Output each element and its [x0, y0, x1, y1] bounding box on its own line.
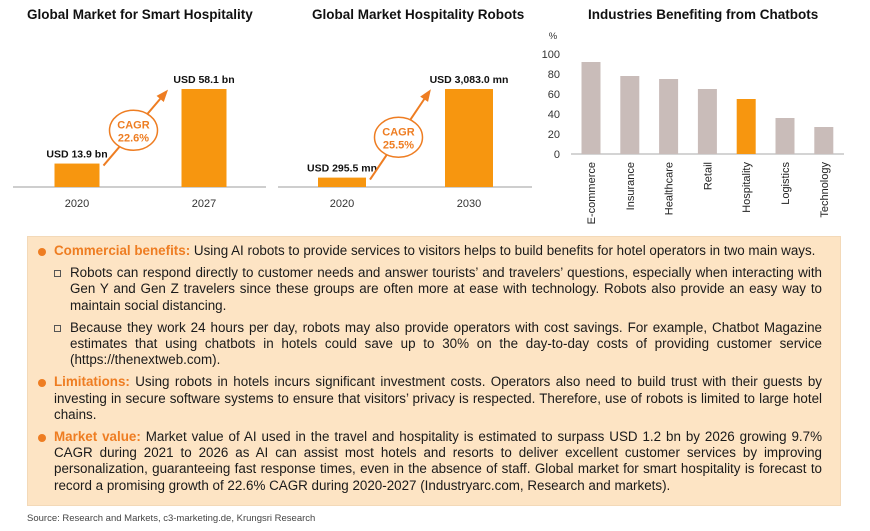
bullet-market-value: Market value: Market value of AI used in… — [38, 429, 822, 494]
chart3-title: Industries Benefiting from Chatbots — [588, 7, 819, 22]
bar — [445, 89, 493, 187]
bullet-dot-icon — [38, 434, 46, 443]
x-tick-label: 2020 — [65, 198, 89, 210]
bullet-dot-icon — [38, 379, 46, 388]
info-panel: Commercial benefits: Using AI robots to … — [27, 236, 841, 506]
x-tick-label: Hospitality — [741, 162, 753, 213]
square-bullet-icon — [54, 270, 61, 278]
data-label: USD 58.1 bn — [173, 74, 234, 86]
bar — [736, 99, 756, 154]
chart1-title: Global Market for Smart Hospitality — [27, 7, 253, 22]
chatbots-industries-chart: % 0 20 40 60 80 100 E-commerce Insurance Healthca… — [542, 31, 844, 224]
sub-bullet: Robots can respond directly to customer … — [38, 265, 822, 314]
x-tick-label: 2027 — [192, 198, 216, 210]
cagr-label: CAGR — [382, 126, 414, 138]
x-tick-label: Retail — [702, 162, 714, 190]
hospitality-robots-chart: USD 295.5 mn 2020 USD 3,083.0 mn 2030 CAGR25… — [278, 74, 532, 210]
chart2-title: Global Market Hospitality Robots — [312, 7, 525, 22]
data-label: USD 3,083.0 mn — [430, 74, 509, 86]
growth-arrow-icon — [156, 89, 169, 102]
y-tick-label: 0 — [554, 149, 560, 161]
bar — [659, 79, 679, 154]
cagr-value: 25.5% — [383, 139, 414, 151]
y-tick-label: 40 — [548, 109, 560, 121]
cagr-value: 22.6% — [118, 132, 149, 144]
cagr-bubble — [373, 116, 424, 159]
y-tick-label: 100 — [542, 49, 560, 61]
y-tick-label: 80 — [548, 69, 560, 81]
bar — [697, 89, 717, 154]
bullet-limitations: Limitations: Using robots in hotels incu… — [38, 374, 822, 423]
bar — [620, 76, 640, 154]
bullet-text: Market value of AI used in the travel an… — [54, 429, 822, 493]
bullet-lead: Market value: — [54, 429, 141, 445]
cagr-label: CAGR — [117, 119, 149, 131]
x-tick-label: Insurance — [625, 162, 637, 210]
bullet-text: Using robots in hotels incurs significan… — [54, 374, 822, 422]
sub-bullet-text: Robots can respond directly to customer … — [70, 265, 822, 313]
bullet-dot-icon — [38, 248, 46, 256]
bullet-text: Using AI robots to provide services to v… — [190, 243, 816, 258]
bar — [775, 118, 795, 154]
bar — [54, 163, 100, 187]
bar — [181, 89, 227, 187]
bar — [318, 177, 366, 187]
x-tick-label: Technology — [819, 162, 831, 218]
cagr-bubble — [108, 109, 159, 152]
square-bullet-icon — [54, 324, 61, 332]
growth-arrow-icon — [420, 89, 431, 102]
sub-bullet: Because they work 24 hours per day, robo… — [38, 320, 822, 369]
x-tick-label: 2030 — [457, 198, 481, 210]
x-tick-label: Logistics — [780, 162, 792, 205]
y-tick-label: 20 — [548, 129, 560, 141]
y-tick-label: 60 — [548, 89, 560, 101]
data-label: USD 295.5 mn — [307, 163, 377, 175]
bullet-lead: Commercial benefits: — [54, 243, 191, 258]
x-tick-label: E-commerce — [586, 162, 598, 224]
bar — [814, 127, 834, 154]
bullet-commercial-benefits: Commercial benefits: Using AI robots to … — [38, 243, 822, 259]
sub-bullet-text: Because they work 24 hours per day, robo… — [70, 319, 822, 368]
bullet-lead: Limitations: — [54, 374, 130, 390]
bar — [581, 62, 601, 154]
x-tick-label: Healthcare — [664, 162, 676, 215]
y-axis-unit: % — [549, 31, 558, 42]
x-tick-label: 2020 — [330, 198, 354, 210]
source-note: Source: Research and Markets, c3-marketi… — [27, 513, 316, 524]
data-label: USD 13.9 bn — [46, 149, 107, 161]
